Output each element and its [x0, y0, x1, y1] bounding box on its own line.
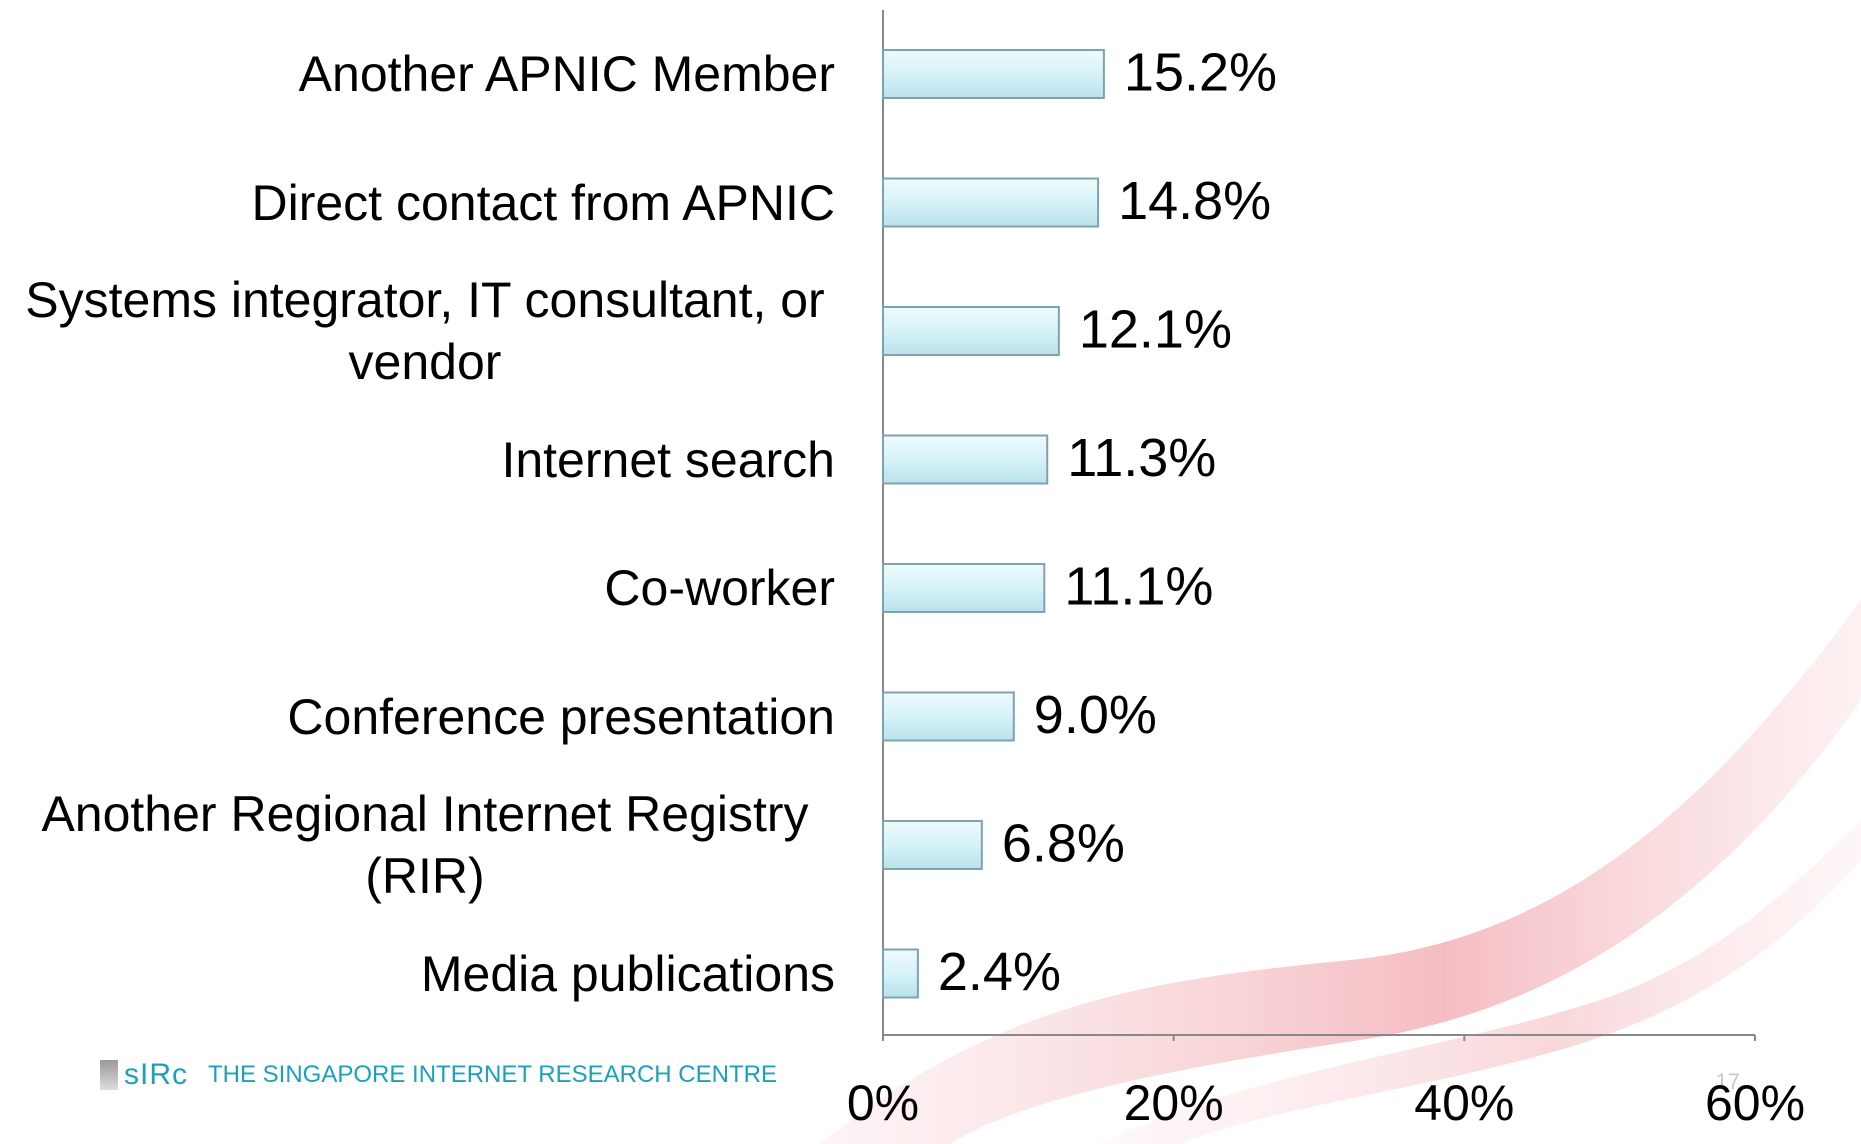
category-label-box: Another APNIC Member — [15, 43, 835, 105]
category-label-box: Another Regional Internet Registry (RIR) — [15, 783, 835, 907]
category-label: Direct contact from APNIC — [251, 174, 836, 231]
bar — [882, 49, 1105, 99]
bar — [882, 306, 1060, 356]
value-label: 11.1% — [1064, 556, 1213, 616]
category-label: Systems integrator, IT consultant, or ve… — [25, 272, 825, 390]
x-tick-label: 60% — [1705, 1075, 1805, 1131]
x-tick-label: 40% — [1414, 1075, 1514, 1131]
category-label-box: Co-worker — [15, 557, 835, 619]
x-tick-label: 0% — [847, 1075, 919, 1131]
value-label: 2.4% — [938, 942, 1061, 1002]
category-label: Internet search — [501, 431, 835, 488]
category-label: Conference presentation — [287, 688, 835, 745]
value-label: 15.2% — [1124, 42, 1277, 102]
bar — [882, 691, 1015, 742]
category-label-box: Conference presentation — [15, 686, 835, 748]
value-label: 14.8% — [1118, 171, 1271, 231]
category-label: Another APNIC Member — [298, 46, 835, 102]
category-label: Another Regional Internet Registry (RIR) — [41, 786, 809, 904]
background-swoosh — [820, 600, 1861, 1144]
background-swoosh — [1100, 820, 1861, 1144]
category-label: Co-worker — [604, 560, 835, 616]
bar — [882, 563, 1046, 613]
value-label: 12.1% — [1079, 299, 1232, 359]
category-label-box: Direct contact from APNIC — [15, 172, 836, 234]
bar — [882, 434, 1049, 485]
value-label: 11.3% — [1067, 428, 1216, 488]
bar — [882, 820, 983, 870]
value-label: 9.0% — [1034, 685, 1157, 745]
organization: THE SINGAPORE INTERNET RESEARCH CENTRE — [208, 1061, 777, 1088]
value-label: 6.8% — [1002, 813, 1125, 873]
x-tick-label: 20% — [1124, 1075, 1224, 1131]
page-number: 17 — [1716, 1069, 1740, 1094]
logo-text: sIRc — [124, 1058, 188, 1091]
logo: sIRc — [100, 1058, 188, 1092]
category-label: Media publications — [420, 945, 835, 1002]
footer: sIRc THE SINGAPORE INTERNET RESEARCH CEN… — [100, 1058, 777, 1092]
category-label-box: Internet search — [15, 429, 835, 491]
category-label-box: Media publications — [15, 943, 835, 1005]
bar — [882, 948, 919, 999]
category-label-box: Systems integrator, IT consultant, or ve… — [15, 269, 835, 393]
bar — [882, 177, 1100, 228]
